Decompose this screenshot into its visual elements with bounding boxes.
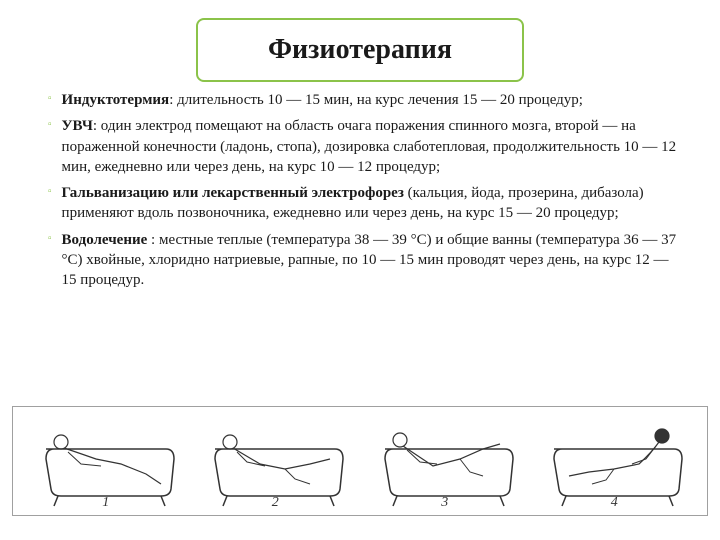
figure-label: 1 [102, 495, 109, 511]
bullet-bold: Водолечение [62, 232, 148, 248]
figure-row: 1 2 3 [12, 406, 708, 516]
list-item: ▫ УВЧ: один электрод помещают на область… [48, 116, 680, 177]
bullet-text: Гальванизацию или лекарственный электроф… [62, 183, 680, 224]
list-item: ▫ Индуктотермия: длительность 10 — 15 ми… [48, 90, 680, 110]
bullet-icon: ▫ [48, 185, 52, 199]
bullet-bold: Гальванизацию или лекарственный электроф… [62, 185, 404, 201]
bullet-rest: : один электрод помещают на область очаг… [62, 118, 677, 175]
bullet-rest: : длительность 10 — 15 мин, на курс лече… [169, 92, 583, 108]
content-list: ▫ Индуктотермия: длительность 10 — 15 ми… [48, 90, 680, 296]
bullet-icon: ▫ [48, 92, 52, 106]
figure-label: 4 [611, 495, 618, 511]
bullet-rest: : местные теплые (температура 38 — 39 °C… [62, 232, 677, 289]
bullet-bold: УВЧ [62, 118, 93, 134]
bullet-icon: ▫ [48, 118, 52, 132]
bath-figure-2: 2 [195, 414, 355, 509]
list-item: ▫ Водолечение : местные теплые (температ… [48, 230, 680, 291]
list-item: ▫ Гальванизацию или лекарственный электр… [48, 183, 680, 224]
bath-figure-1: 1 [26, 414, 186, 509]
bullet-text: УВЧ: один электрод помещают на область о… [62, 116, 680, 177]
bath-figure-3: 3 [365, 414, 525, 509]
figure-label: 2 [272, 495, 279, 511]
bullet-text: Водолечение : местные теплые (температур… [62, 230, 680, 291]
page-title: Физиотерапия [268, 34, 452, 66]
title-container: Физиотерапия [196, 18, 524, 82]
figure-label: 3 [441, 495, 448, 511]
bullet-bold: Индуктотермия [62, 92, 170, 108]
bullet-icon: ▫ [48, 232, 52, 246]
bath-figure-4: 4 [534, 414, 694, 509]
bullet-text: Индуктотермия: длительность 10 — 15 мин,… [62, 90, 680, 110]
